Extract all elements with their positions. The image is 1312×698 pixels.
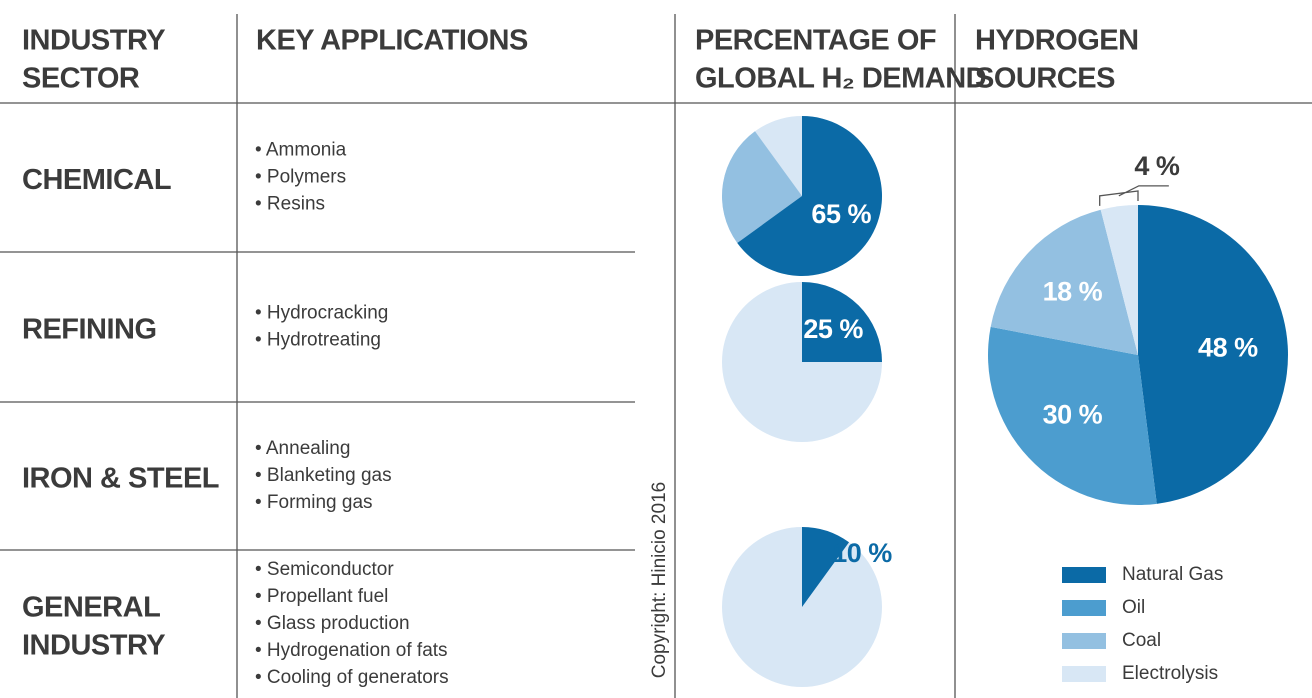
sector-name: GENERAL: [22, 592, 160, 624]
application: • Hydrocracking: [255, 303, 388, 324]
column-header: GLOBAL H₂ DEMAND: [695, 63, 986, 95]
pie-slice: [1100, 205, 1138, 355]
column-header: PERCENTAGE OF: [695, 25, 936, 57]
application: • Hydrogenation of fats: [255, 640, 448, 661]
legend-label: Coal: [1122, 630, 1161, 651]
sector-name: INDUSTRY: [22, 630, 165, 662]
legend-swatch: [1062, 666, 1106, 682]
application: • Semiconductor: [255, 559, 394, 580]
pie-background: [721, 527, 882, 687]
pie-label: 30 %: [1043, 400, 1103, 430]
pie-label: 65 %: [811, 199, 871, 229]
column-header: KEY APPLICATIONS: [256, 25, 528, 57]
copyright: Copyright: Hinicio 2016: [649, 482, 670, 678]
pie-slice: [987, 326, 1157, 505]
pie-label: 48 %: [1198, 332, 1258, 362]
pie-slice: [737, 116, 883, 276]
pie-slice: [802, 282, 882, 362]
label-bracket: [1099, 185, 1169, 206]
sector-name: CHEMICAL: [22, 164, 171, 196]
sector-name: IRON & STEEL: [22, 463, 219, 495]
sector-name: REFINING: [22, 314, 157, 346]
application: • Annealing: [255, 438, 350, 459]
pie-slice: [802, 527, 850, 607]
pie-label: 18 %: [1043, 277, 1103, 307]
pie-slice: [1138, 205, 1288, 504]
application: • Blanketing gas: [255, 465, 392, 486]
legend-swatch: [1062, 600, 1106, 616]
application: • Cooling of generators: [255, 667, 449, 688]
pie-other: [721, 131, 802, 244]
pie-slice: [990, 209, 1138, 355]
column-header: SECTOR: [22, 63, 140, 95]
legend-swatch: [1062, 567, 1106, 583]
application: • Polymers: [255, 167, 346, 188]
pie-label: 25 %: [803, 314, 863, 344]
legend-label: Oil: [1122, 597, 1145, 618]
legend-label: Electrolysis: [1122, 663, 1218, 684]
pie-label: 10 %: [832, 538, 892, 568]
column-header: SOURCES: [975, 63, 1115, 95]
legend-label: Natural Gas: [1122, 564, 1223, 585]
application: • Forming gas: [255, 492, 373, 513]
pie-label: 4 %: [1134, 151, 1180, 181]
legend-swatch: [1062, 633, 1106, 649]
application: • Propellant fuel: [255, 586, 388, 607]
application: • Resins: [255, 194, 325, 215]
column-header: INDUSTRY: [22, 25, 165, 57]
application: • Glass production: [255, 613, 410, 634]
application: • Ammonia: [255, 140, 347, 161]
column-header: HYDROGEN: [975, 25, 1139, 57]
application: • Hydrotreating: [255, 330, 381, 351]
